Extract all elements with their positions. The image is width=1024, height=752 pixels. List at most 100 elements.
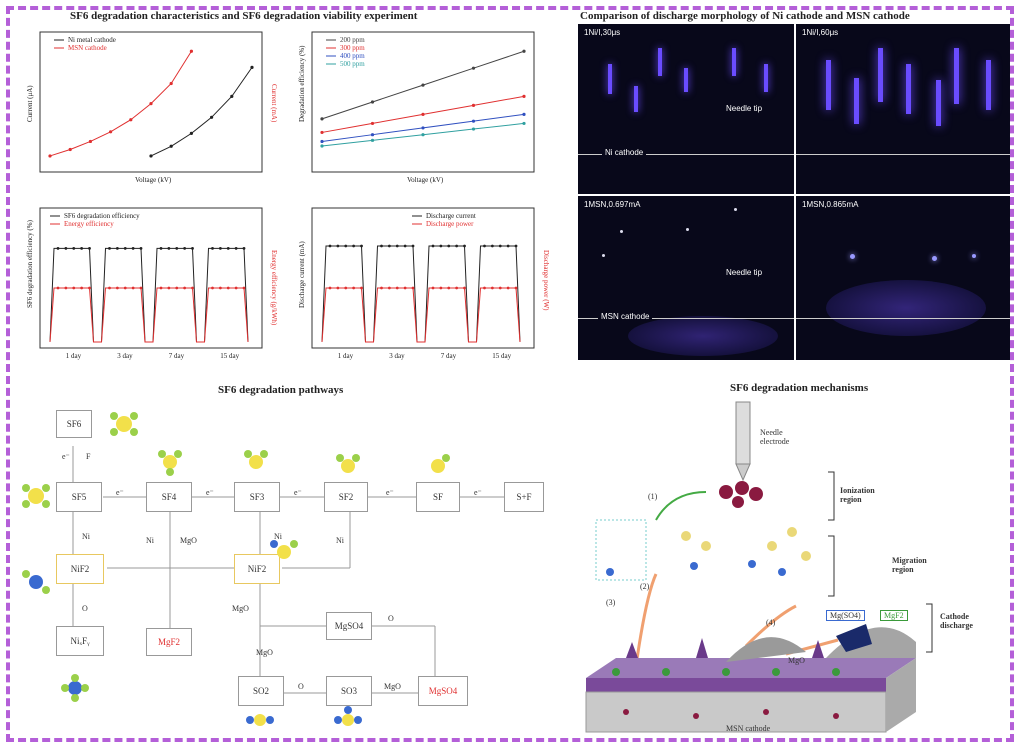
data-point: [169, 144, 173, 148]
molecule-icon: [158, 450, 182, 476]
y2-axis-label: Current (mA): [270, 84, 278, 123]
discharge-streak: [658, 48, 662, 76]
data-point: [88, 286, 91, 290]
series-line: [150, 67, 253, 157]
edge-label-mgo: MgO: [256, 648, 273, 657]
photo-label: 1Ni/I,30μs: [584, 28, 621, 37]
glow-dot: [620, 230, 623, 233]
glow-dot: [932, 256, 937, 261]
x-tick-label: 7 day: [169, 352, 185, 360]
photo-label: 1MSN,0.865mA: [802, 200, 859, 209]
data-point: [149, 154, 153, 158]
series-line: [49, 287, 249, 343]
data-point: [242, 247, 246, 250]
data-point: [490, 286, 494, 290]
data-point: [336, 286, 340, 290]
charts-title: SF6 degradation characteristics and SF6 …: [70, 10, 418, 22]
glow-dot: [602, 254, 605, 257]
edge-label-e: e⁻: [62, 452, 70, 461]
data-point: [395, 244, 399, 248]
discharge-streak: [986, 60, 991, 110]
data-point: [191, 286, 194, 290]
mgo-mound: [726, 637, 806, 662]
discharge-streak: [936, 80, 941, 126]
data-point: [370, 121, 375, 126]
chart-frame: [39, 31, 263, 173]
legend-entry: 400 ppm: [340, 52, 365, 60]
arrow: [634, 573, 658, 667]
x-tick-label: 3 day: [117, 352, 133, 360]
data-point: [159, 247, 163, 250]
legend-entry: SF6 degradation efficiency: [64, 212, 140, 220]
data-point: [131, 286, 135, 290]
cathode-top: [586, 658, 916, 678]
photo-label: 1Ni/I,60μs: [802, 28, 839, 37]
node-so2: SO2: [238, 676, 284, 706]
step-label: (4): [766, 618, 776, 627]
msn-cathode-label: MSN cathode: [726, 724, 771, 733]
data-point: [380, 286, 383, 290]
photo-msn-0865: 1MSN,0.865mA: [796, 196, 1010, 360]
cathode-glow: [826, 280, 986, 336]
data-point: [234, 286, 238, 290]
x-axis-label: Voltage (kV): [407, 176, 444, 184]
cathode-line: [578, 154, 794, 155]
data-point: [439, 244, 443, 248]
glow-dot: [734, 208, 737, 211]
data-point: [395, 286, 399, 290]
x-axis-label: Voltage (kV): [135, 176, 172, 184]
data-point: [336, 244, 340, 248]
data-point: [421, 112, 425, 116]
data-point: [139, 247, 143, 250]
data-point: [490, 244, 494, 248]
node-sf: SF: [416, 482, 460, 512]
data-point: [421, 133, 425, 137]
data-point: [226, 286, 230, 290]
discharge-streak: [906, 64, 911, 114]
data-point: [218, 286, 222, 290]
legend-entry: Ni metal cathode: [68, 36, 116, 44]
data-point: [123, 247, 127, 250]
molecule-icon: [246, 714, 274, 726]
data-point: [455, 244, 459, 248]
data-point: [352, 286, 356, 290]
data-point: [455, 286, 459, 290]
glow-dot: [686, 228, 689, 231]
data-point: [403, 286, 407, 290]
data-point: [320, 139, 324, 144]
data-point: [211, 247, 214, 250]
arrow: [655, 491, 707, 521]
chart-frame: [39, 207, 263, 349]
data-point: [88, 139, 92, 144]
mechanism-illustration: [585, 401, 933, 733]
discharge-streak: [954, 48, 959, 104]
molecule-icon: [110, 412, 138, 436]
data-point: [189, 131, 193, 136]
edge-label-ni: Ni: [274, 532, 282, 541]
data-point: [522, 121, 526, 126]
mgso4-badge: Mg(SO4): [826, 610, 865, 621]
ion-cluster: [719, 481, 763, 508]
y2-axis-label: Energy efficiency (g/kWh): [270, 250, 278, 326]
glow-dot: [972, 254, 976, 258]
x-tick-label: 3 day: [389, 352, 405, 360]
edge-label-mgo: MgO: [232, 604, 249, 613]
data-point: [328, 286, 332, 290]
x-tick-label: 1 day: [66, 352, 82, 360]
photo-msn-0697: 1MSN,0.697mA Needle tip MSN cathode: [578, 196, 794, 360]
data-point: [72, 247, 76, 250]
step-box: [595, 519, 647, 581]
data-point: [431, 244, 435, 248]
data-point: [250, 65, 254, 69]
needle-tip-label: Needle tip: [726, 268, 763, 277]
data-point: [360, 244, 363, 248]
data-point: [167, 247, 171, 250]
discharge-streak: [854, 78, 859, 124]
deposit-dot: [612, 668, 840, 676]
data-point: [471, 103, 476, 107]
data-point: [183, 286, 187, 290]
data-point: [328, 244, 332, 248]
discharge-streak: [878, 48, 883, 102]
edge-label-e: e⁻: [206, 488, 214, 497]
data-point: [80, 247, 84, 250]
